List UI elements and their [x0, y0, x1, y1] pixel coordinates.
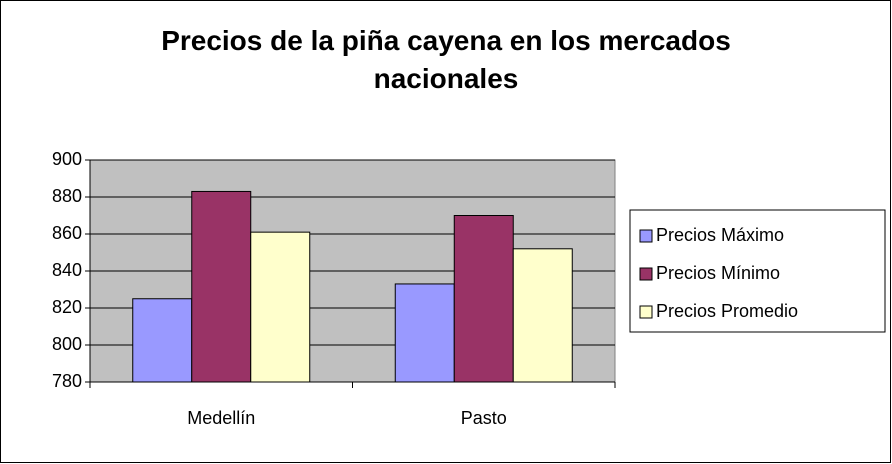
x-tick-label: Medellín: [187, 408, 255, 428]
y-tick-label: 860: [52, 223, 82, 243]
bar: [250, 231, 311, 383]
x-tick-label: Pasto: [461, 408, 507, 428]
legend-label: Precios Promedio: [656, 301, 798, 321]
bar: [394, 283, 455, 383]
legend-label: Precios Mínimo: [656, 263, 780, 283]
y-tick-label: 840: [52, 260, 82, 280]
bar: [512, 248, 573, 383]
legend-swatch: [639, 305, 653, 319]
y-tick-label: 820: [52, 297, 82, 317]
legend-swatch: [639, 229, 653, 243]
bar: [132, 298, 193, 383]
legend-label: Precios Máximo: [656, 225, 784, 245]
chart-title: Precios de la piña cayena en los mercado…: [161, 25, 731, 94]
bar: [191, 190, 252, 383]
legend-swatch: [639, 267, 653, 281]
y-tick-label: 780: [52, 371, 82, 391]
y-tick-label: 800: [52, 334, 82, 354]
y-tick-label: 900: [52, 149, 82, 169]
bar: [453, 215, 514, 383]
y-tick-label: 880: [52, 186, 82, 206]
legend-box: [629, 209, 886, 333]
